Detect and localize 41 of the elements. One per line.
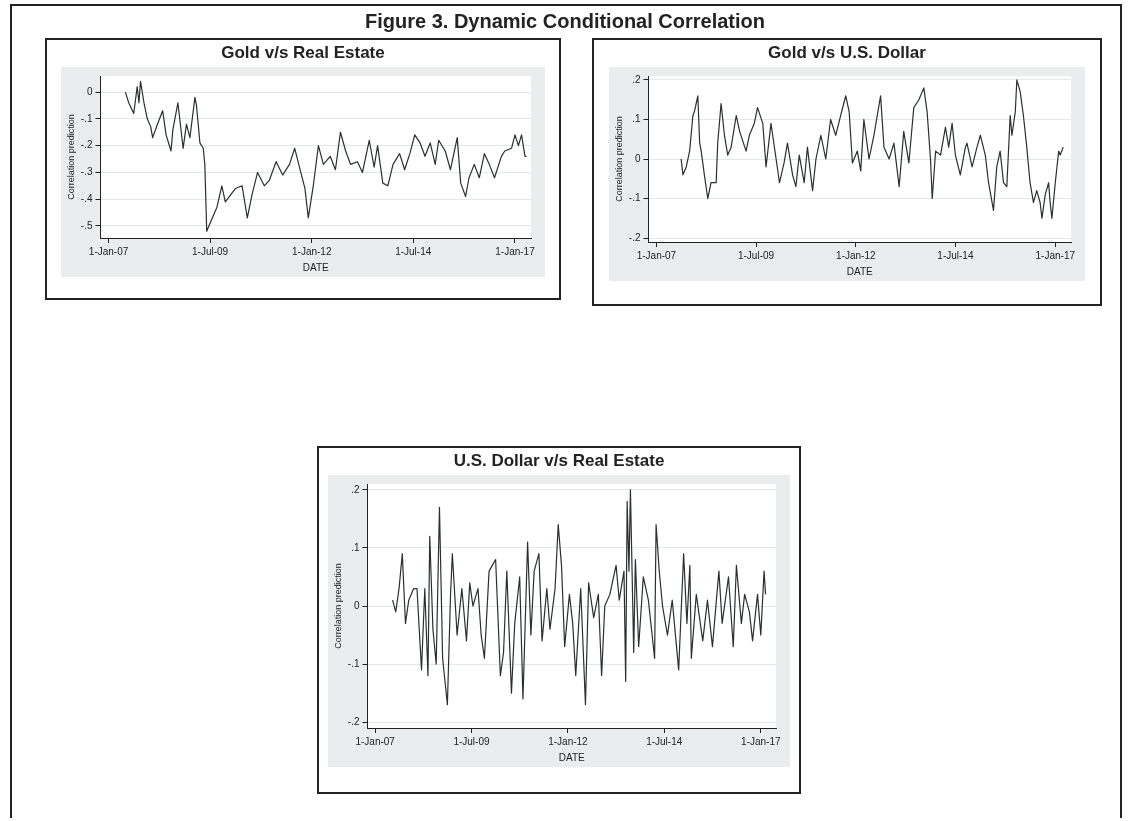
x-tick-label: 1-Jan-12: [836, 249, 876, 261]
chart-title: Gold v/s Real Estate: [220, 43, 386, 63]
text: Figure 3. Dynamic Conditional Correlation: [363, 10, 767, 33]
y-tick-label: .1: [351, 541, 360, 553]
x-axis-title: DATE: [846, 265, 874, 277]
x-tick-label: 1-Jan-12: [292, 245, 332, 257]
x-tick-label: 1-Jan-07: [88, 245, 129, 257]
y-tick-label: -.2: [628, 231, 641, 243]
x-axis-title: DATE: [558, 751, 586, 763]
y-tick-label: -.2: [80, 139, 93, 151]
y-tick-label: .1: [632, 113, 641, 125]
x-tick-label: 1-Jul-09: [191, 245, 229, 257]
x-tick-label: 1-Jan-17: [741, 735, 781, 747]
y-tick-label: 0: [353, 599, 360, 611]
x-tick-label: 1-Jan-17: [1035, 249, 1076, 261]
y-tick-label: -.2: [347, 715, 360, 727]
x-tick-label: 1-Jan-17: [495, 245, 536, 257]
chart-title: Gold v/s U.S. Dollar: [767, 43, 927, 63]
y-axis-title: Correlation prediction: [613, 116, 624, 202]
y-tick-label: .2: [632, 73, 641, 85]
chart-title: U.S. Dollar v/s Real Estate: [452, 451, 666, 471]
x-tick-label: 1-Jul-14: [937, 249, 974, 261]
x-tick-label: 1-Jul-09: [453, 735, 490, 747]
x-tick-label: 1-Jan-07: [636, 249, 677, 261]
y-tick-label: -.5: [80, 219, 93, 231]
y-axis-title: Correlation prediction: [332, 563, 343, 649]
y-tick-label: -.3: [80, 166, 93, 178]
y-tick-label: -.1: [628, 192, 641, 204]
x-tick-label: 1-Jan-12: [548, 735, 589, 747]
x-tick-label: 1-Jul-14: [395, 245, 432, 257]
y-tick-label: 0: [634, 152, 641, 164]
y-tick-label: -.4: [80, 192, 93, 204]
y-tick-label: -.1: [347, 657, 360, 669]
x-axis-title: DATE: [302, 261, 330, 273]
x-tick-label: 1-Jul-09: [737, 249, 775, 261]
y-axis-title: Correlation prediction: [65, 114, 76, 200]
x-tick-label: 1-Jan-07: [355, 735, 396, 747]
y-tick-label: 0: [86, 85, 93, 97]
y-tick-label: .2: [351, 483, 360, 495]
x-tick-label: 1-Jul-14: [646, 735, 683, 747]
y-tick-label: -.1: [80, 112, 93, 124]
